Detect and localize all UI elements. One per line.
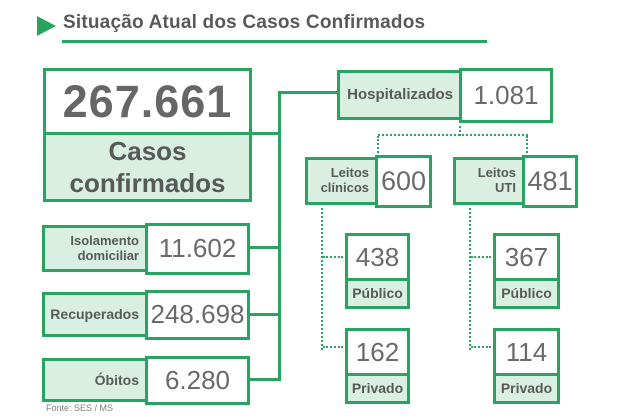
icu-private-value: 114 — [493, 328, 560, 376]
clinical-public-value: 438 — [345, 233, 410, 281]
clinical-beds-box: Leitos clínicos 600 — [305, 154, 432, 208]
deaths-label: Óbitos — [42, 358, 148, 402]
icu-beds-box: Leitos UTI 481 — [453, 154, 578, 208]
dotted-clinical-private-h — [323, 346, 343, 348]
dotted-hospitalized-v — [459, 121, 461, 136]
dotted-icu-trunk-v — [469, 208, 471, 350]
hospitalized-value: 1.081 — [459, 67, 553, 123]
deaths-box: Óbitos 6.280 — [42, 355, 250, 405]
dotted-icu-v — [526, 136, 528, 157]
clinical-private-value: 162 — [345, 328, 410, 376]
icu-beds-label: Leitos UTI — [453, 157, 525, 205]
dotted-beds-h — [378, 134, 528, 136]
dotted-icu-private-h — [471, 346, 491, 348]
clinical-beds-label: Leitos clínicos — [305, 157, 378, 205]
hospitalized-box: Hospitalizados 1.081 — [337, 67, 553, 123]
page-title: Situação Atual dos Casos Confirmados — [63, 12, 426, 33]
confirmed-cases-box: 267.661 Casos confirmados — [43, 68, 252, 202]
clinical-public-label: Público — [345, 278, 410, 309]
home-isolation-label: Isolamento domiciliar — [42, 225, 148, 272]
connector-confirmed-h — [250, 132, 280, 135]
dotted-clinical-v — [377, 136, 379, 157]
title-underline — [62, 40, 487, 43]
confirmed-cases-value: 267.661 — [43, 68, 252, 135]
icu-public-box: 367 Público — [493, 233, 560, 309]
connector-deaths-h — [248, 378, 278, 381]
icu-public-value: 367 — [493, 233, 560, 281]
dotted-clinical-public-h — [323, 256, 343, 258]
clinical-public-box: 438 Público — [345, 233, 410, 309]
icu-beds-value: 481 — [522, 154, 578, 208]
source-note: Fonte: SES / MS — [46, 403, 114, 413]
icu-public-label: Público — [493, 278, 560, 309]
clinical-private-label: Privado — [345, 373, 410, 404]
recovered-box: Recuperados 248.698 — [42, 289, 250, 340]
connector-trunk-v — [278, 91, 281, 381]
recovered-value: 248.698 — [145, 289, 250, 340]
recovered-label: Recuperados — [42, 292, 148, 337]
icu-private-label: Privado — [493, 373, 560, 404]
icu-private-box: 114 Privado — [493, 328, 560, 404]
dotted-clinical-trunk-v — [321, 208, 323, 350]
connector-hospitalized-h — [281, 91, 337, 94]
connector-isolation-h — [248, 246, 278, 249]
title-arrow-icon — [37, 16, 56, 36]
connector-recovered-h — [248, 313, 278, 316]
dotted-icu-public-h — [471, 256, 491, 258]
hospitalized-label: Hospitalizados — [337, 70, 462, 120]
clinical-beds-value: 600 — [375, 154, 432, 208]
clinical-private-box: 162 Privado — [345, 328, 410, 404]
deaths-value: 6.280 — [145, 355, 250, 405]
confirmed-cases-label: Casos confirmados — [43, 132, 252, 202]
home-isolation-box: Isolamento domiciliar 11.602 — [42, 222, 250, 275]
home-isolation-value: 11.602 — [145, 222, 250, 275]
